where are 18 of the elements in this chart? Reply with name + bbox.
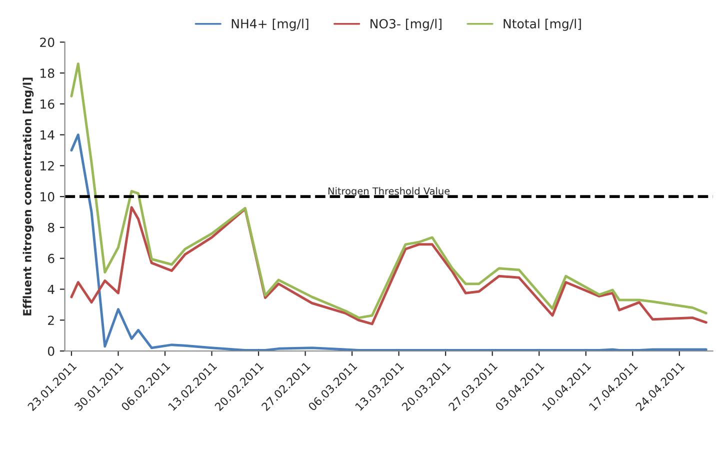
y-tick-label: 10 <box>40 192 54 202</box>
line-series <box>70 62 708 320</box>
line-series <box>70 134 708 351</box>
y-tick-label: 6 <box>48 254 54 264</box>
y-tick-label: 12 <box>40 161 54 170</box>
y-tick-label: 16 <box>40 99 54 109</box>
y-tick-label: 14 <box>40 130 54 140</box>
y-tick-label: 8 <box>48 222 54 232</box>
legend-label: NH4+ [mg/l] <box>232 18 308 31</box>
legend-label: Ntotal [mg/l] <box>504 18 581 31</box>
y-tick-label: 2 <box>48 316 54 325</box>
y-tick-label: 18 <box>40 68 54 78</box>
y-axis-title: Effluent nitrogen concentration [mg/l] <box>22 78 34 316</box>
y-tick-label: 20 <box>40 38 54 48</box>
y-tick-label: 0 <box>48 346 54 356</box>
ref-line-label: Nitrogen Threshold Value <box>328 187 450 197</box>
legend-label: NO3- [mg/l] <box>370 18 442 31</box>
y-tick-label: 4 <box>48 284 54 294</box>
